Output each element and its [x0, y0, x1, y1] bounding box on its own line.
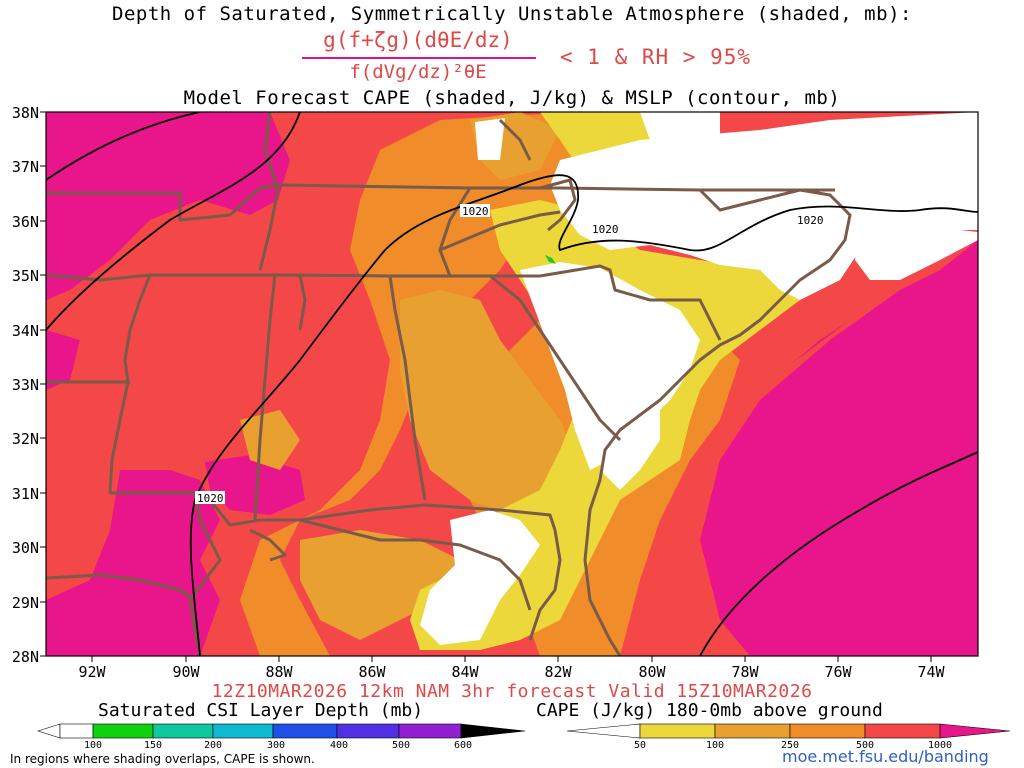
lon-label: 74W: [917, 663, 945, 681]
lon-label: 92W: [78, 663, 106, 681]
cape-below-50-region-tn: [475, 118, 505, 160]
isobar-1020-miss: [46, 112, 301, 331]
forecast-valid-time: 12Z10MAR2026 12km NAM 3hr forecast Valid…: [211, 681, 813, 702]
cape-below-50-region-sc: [520, 262, 700, 470]
lat-label: 34N: [12, 322, 39, 340]
cape-swatch: [939, 723, 1011, 739]
lon-label: 86W: [358, 663, 386, 681]
lat-label: 35N: [12, 267, 39, 285]
csi-swatch: [272, 723, 338, 739]
csi-swatch: [398, 723, 462, 739]
cape-100-region-gulf: [300, 530, 460, 640]
lat-label: 32N: [12, 430, 39, 448]
cape-swatch: [864, 723, 941, 739]
latitude-labels: 38N 37N 36N 35N 34N 33N 32N 31N 30N 29N …: [12, 104, 39, 666]
lat-label: 31N: [12, 485, 39, 503]
cape-below-50-region-wv: [640, 112, 720, 160]
source-url[interactable]: moe.met.fsu.edu/banding: [782, 747, 989, 766]
cape-below-50-region-fl: [420, 510, 540, 645]
lat-label: 33N: [12, 376, 39, 394]
isobars-mslp: [46, 112, 978, 656]
csi-label: 100: [84, 740, 102, 751]
lon-label: 78W: [731, 663, 759, 681]
csi-swatch: [59, 723, 94, 739]
cape-below-50-region-va: [550, 112, 978, 300]
csi-label: 400: [330, 740, 348, 751]
csi-colorbar: [37, 723, 526, 739]
cape-below-50-region-ga-coast: [600, 410, 660, 490]
csi-swatch: [92, 723, 154, 739]
csi-label: 500: [392, 740, 410, 751]
csi-swatch: [152, 723, 214, 739]
csi-depth-100-sliver: [545, 255, 556, 264]
cape-label: 250: [781, 740, 799, 751]
cape-100-region-al: [240, 410, 300, 470]
cape-1000-region-mo: [46, 330, 80, 390]
cape-swatch: [789, 723, 866, 739]
cape-label: 50: [634, 740, 646, 751]
formula-numerator: g(f+ζg)(dθE/dz): [323, 28, 513, 52]
formula-fraction-bar: [302, 57, 536, 59]
lat-label: 28N: [12, 648, 39, 666]
lat-label: 29N: [12, 594, 39, 612]
state-borders: [46, 112, 852, 656]
formula-denominator: f(dVg/dz)²θE: [349, 61, 487, 83]
cape-1000-region-atl: [690, 240, 978, 656]
isobar-label: 1020: [197, 492, 224, 505]
cape-500-band-atl: [655, 262, 945, 656]
isobar-label: 1020: [592, 223, 619, 236]
lon-label: 84W: [451, 663, 479, 681]
cape-swatch: [639, 723, 716, 739]
cape-colorbar-title: CAPE (J/kg) 180-0mb above ground: [536, 700, 883, 721]
lat-label: 30N: [12, 539, 39, 557]
cape-label: 500: [856, 740, 874, 751]
cape-label: 1000: [928, 740, 952, 751]
cape-100-region-ga: [400, 290, 580, 520]
axis-ticks: [40, 111, 932, 662]
isobar-label: 1020: [462, 205, 489, 218]
lon-label: 82W: [544, 663, 572, 681]
csi-colorbar-labels: 100 150 200 300 400 500 600: [84, 740, 472, 751]
lat-label: 36N: [12, 213, 39, 231]
lon-label: 90W: [172, 663, 200, 681]
isobar-1020-west: [46, 112, 201, 181]
formula-condition: < 1 & RH > 95%: [560, 45, 752, 69]
isobar-1020-al: [189, 174, 978, 656]
csi-label: 200: [204, 740, 222, 751]
overlap-note: In regions where shading overlaps, CAPE …: [10, 752, 315, 766]
isobar-1020-atl: [699, 451, 978, 656]
title-line-3: Model Forecast CAPE (shaded, J/kg) & MSL…: [183, 87, 841, 109]
csi-colorbar-title: Saturated CSI Layer Depth (mb): [98, 700, 424, 721]
cape-below-50-region-cape: [855, 230, 978, 280]
csi-swatch: [37, 723, 61, 739]
cape-1000-region-nw: [46, 112, 290, 300]
csi-label: 600: [454, 740, 472, 751]
lon-label: 76W: [824, 663, 852, 681]
cape-label: 100: [706, 740, 724, 751]
longitude-labels: 92W 90W 88W 86W 84W 82W 80W 78W 76W 74W: [78, 663, 945, 681]
cape-colorbar-labels: 50 100 250 500 1000: [634, 740, 952, 751]
cape-colorbar: [566, 723, 1011, 739]
csi-swatch: [336, 723, 400, 739]
lat-label: 38N: [12, 104, 39, 122]
csi-label: 300: [267, 740, 285, 751]
cape-1000-region-la: [46, 470, 220, 656]
csi-label: 150: [144, 740, 162, 751]
title-line-1: Depth of Saturated, Symmetrically Unstab…: [112, 3, 912, 25]
isobar-labels: 1020 1020 1020 1020: [195, 204, 825, 505]
isobar-label: 1020: [797, 214, 824, 227]
lon-label: 80W: [638, 663, 666, 681]
cape-swatch: [566, 723, 641, 739]
lon-label: 88W: [265, 663, 293, 681]
cape-swatch: [714, 723, 791, 739]
csi-swatch: [460, 723, 526, 739]
lat-label: 37N: [12, 158, 39, 176]
csi-swatch: [212, 723, 274, 739]
